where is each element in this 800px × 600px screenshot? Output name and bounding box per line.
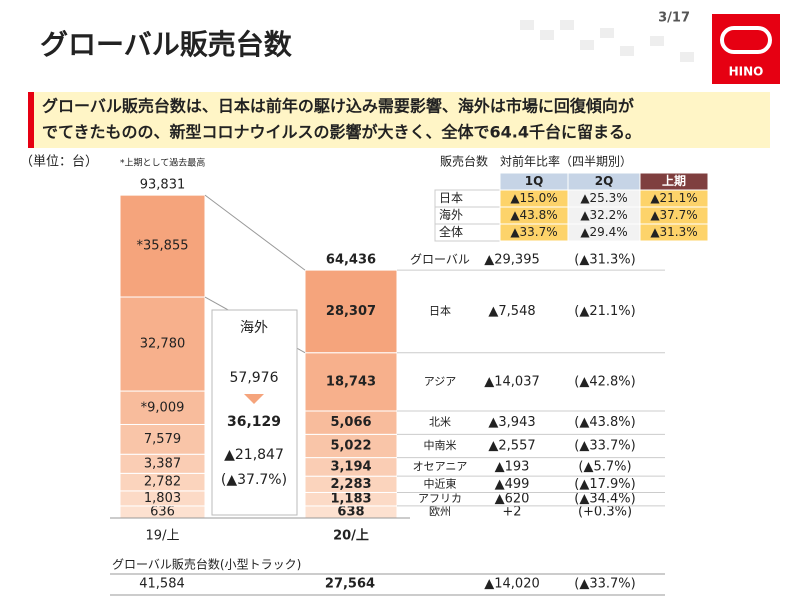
ratio-name: 全体: [439, 224, 463, 239]
row-pct: (▲34.4%): [574, 492, 635, 507]
ratio-header: 1Q: [525, 174, 544, 188]
ratio-value: ▲33.7%: [510, 225, 557, 239]
value-label: 7,579: [144, 432, 181, 447]
value-label: 28,307: [326, 304, 376, 319]
value-label: *35,855: [137, 239, 189, 254]
ratio-value: ▲15.0%: [510, 191, 557, 205]
value-label: 2,782: [144, 475, 181, 490]
row-name: 中南米: [424, 439, 457, 452]
value-label: 3,387: [144, 456, 181, 471]
overseas-arrow: [244, 394, 264, 404]
value-label: 1,803: [144, 491, 181, 506]
logo-text: HINO: [729, 65, 764, 79]
overseas-before: 57,976: [230, 370, 279, 386]
value-label: 2,283: [330, 477, 371, 492]
value-label: 638: [337, 504, 364, 519]
row-pct: (▲21.1%): [574, 304, 635, 319]
banner-line: でてきたものの、新型コロナウイルスの影響が大きく、全体で64.4千台に留まる。: [42, 123, 641, 142]
small-truck-value: 27,564: [325, 577, 375, 592]
logo-mark: [720, 26, 772, 54]
row-name: グローバル: [410, 253, 470, 267]
row-pct: (▲17.9%): [574, 477, 635, 492]
value-label: 636: [150, 504, 175, 519]
ratio-name: 日本: [439, 191, 463, 205]
ratio-header: 上期: [662, 173, 686, 188]
row-pct: (▲33.7%): [574, 438, 635, 453]
row-name: 北米: [429, 416, 451, 429]
overseas-box: [211, 309, 298, 516]
grid-decoration: [520, 20, 694, 62]
bar-segment: [119, 194, 206, 298]
row-pct: (▲31.3%): [574, 253, 635, 268]
row-pct: (▲5.7%): [578, 459, 631, 474]
connector: [204, 194, 306, 271]
ratio-name: 海外: [439, 207, 463, 222]
total-label: 93,831: [140, 178, 186, 193]
banner: [28, 92, 770, 148]
row-name: アフリカ: [418, 492, 462, 505]
row-change: ▲2,557: [488, 438, 535, 453]
bar-segment: [304, 352, 398, 412]
overseas-pct: (▲37.7%): [221, 472, 287, 488]
small-truck-title: グローバル販売台数(小型トラック): [112, 557, 301, 572]
ratio-value: ▲37.7%: [650, 208, 697, 222]
row-change: ▲499: [495, 477, 530, 492]
ratio-value: ▲32.2%: [580, 208, 627, 222]
row-change: ▲3,943: [488, 415, 535, 430]
banner-line: グローバル販売台数は、日本は前年の駆け込み需要影響、海外は市場に回復傾向が: [42, 97, 634, 116]
ratio-value: ▲25.3%: [580, 191, 627, 205]
value-label: 5,022: [330, 438, 371, 453]
bar-segment: [119, 390, 206, 425]
small-truck-value: ▲14,020: [484, 577, 540, 592]
row-name: 日本: [429, 303, 451, 317]
bar-segment: [119, 423, 206, 455]
bar-segment: [119, 296, 206, 392]
overseas-after: 36,129: [227, 414, 281, 430]
overseas-title: 海外: [240, 320, 268, 336]
value-label: 1,183: [330, 492, 371, 507]
value-label: 3,194: [330, 459, 371, 474]
ratio-value: ▲43.8%: [510, 208, 557, 222]
value-label: *9,009: [141, 400, 185, 415]
row-name: オセアニア: [413, 460, 468, 473]
ratio-header: 2Q: [595, 174, 614, 188]
row-change: ▲7,548: [488, 304, 535, 319]
ratio-title: 販売台数 対前年比率（四半期別）: [440, 154, 632, 169]
title: グローバル販売台数: [40, 28, 293, 61]
row-name: 中近東: [424, 477, 457, 490]
value-label: 32,780: [140, 337, 186, 352]
ratio-value: ▲29.4%: [580, 225, 627, 239]
small-truck-value: 41,584: [139, 577, 185, 592]
row-change: ▲14,037: [484, 374, 540, 389]
row-pct: (▲42.8%): [574, 374, 635, 389]
ratio-value: ▲31.3%: [650, 225, 697, 239]
note: *上期として過去最高: [120, 157, 205, 169]
row-pct: (+0.3%): [578, 504, 632, 519]
overseas-change: ▲21,847: [224, 447, 284, 463]
bar-segment: [304, 269, 398, 354]
row-change: +2: [502, 504, 521, 519]
row-change: ▲29,395: [484, 253, 540, 268]
value-label: 5,066: [330, 415, 371, 430]
page-number: 3/17: [658, 11, 690, 26]
ratio-value: ▲21.1%: [650, 191, 697, 205]
unit: （単位：台）: [20, 154, 98, 170]
row-name: 欧州: [429, 505, 451, 518]
row-pct: (▲43.8%): [574, 415, 635, 430]
row-change: ▲193: [495, 459, 530, 474]
total-label: 64,436: [326, 253, 376, 268]
category-label: 19/上: [146, 529, 180, 544]
value-label: 18,743: [326, 374, 376, 389]
category-label: 20/上: [333, 529, 369, 544]
banner-accent: [28, 92, 34, 148]
row-name: アジア: [424, 375, 457, 388]
ratio-cell: [639, 223, 709, 242]
small-truck-value: (▲33.7%): [574, 577, 635, 592]
row-change: ▲620: [495, 492, 530, 507]
